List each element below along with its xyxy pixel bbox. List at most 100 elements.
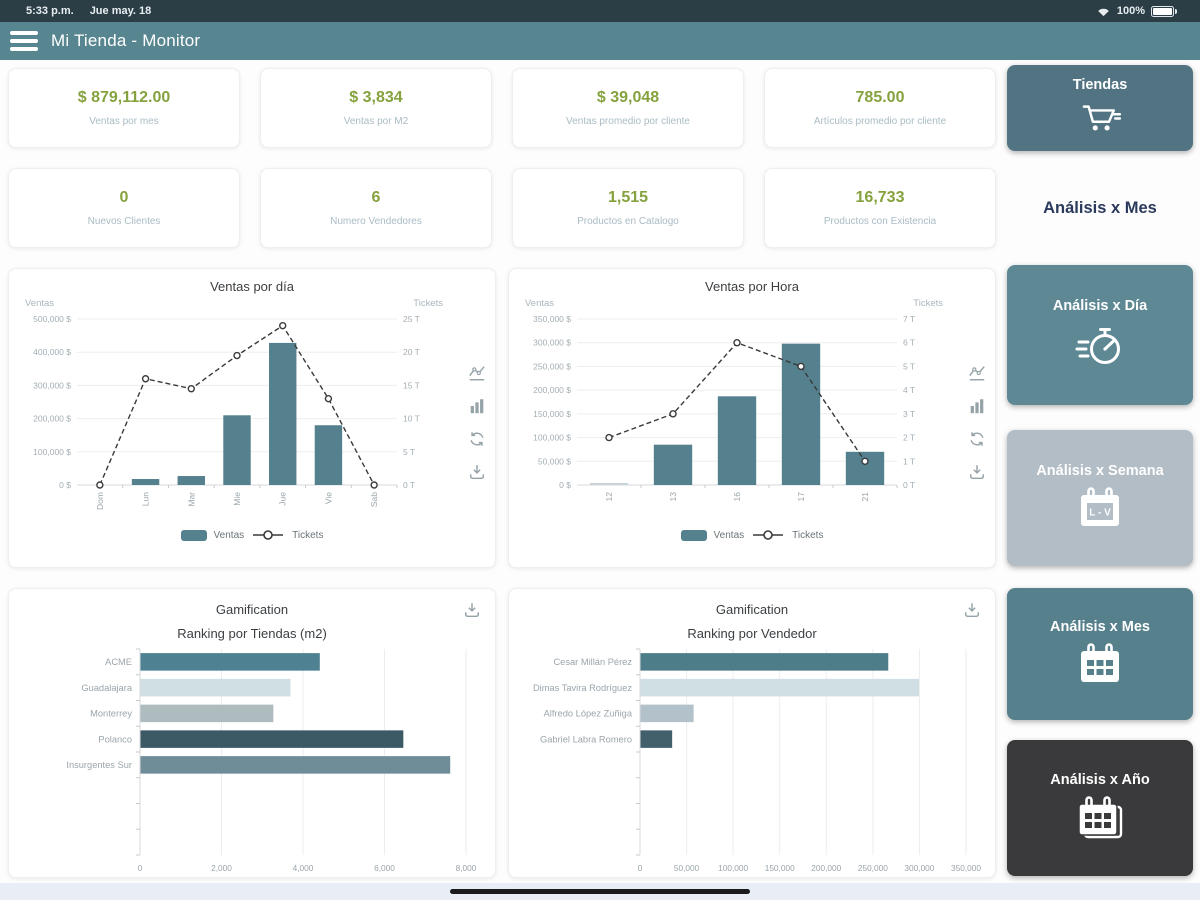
ventas-legend-label: Ventas (213, 529, 245, 541)
chart-legend[interactable]: Ventas Tickets (9, 529, 495, 541)
svg-text:50,000: 50,000 (674, 863, 700, 873)
left-axis-title: Ventas (525, 298, 555, 309)
svg-text:Mie: Mie (232, 492, 242, 506)
app-title: Mi Tienda - Monitor (51, 31, 201, 50)
svg-text:Dom: Dom (95, 492, 105, 510)
bar-chart-icon[interactable] (468, 397, 486, 415)
svg-text:Insurgentes Sur: Insurgentes Sur (66, 760, 132, 770)
sidebar: Tiendas Análisis x Mes Análisis x Día (1004, 60, 1200, 883)
kpi-card-productos-catalogo[interactable]: 1,515 Productos en Catalogo (512, 168, 744, 248)
kpi-card-ventas-promedio[interactable]: $ 39,048 Ventas promedio por cliente (512, 68, 744, 148)
chart-card-ventas-por-dia: Ventas por día Ventas Tickets 0 $ 0 T 100,… (8, 268, 496, 568)
shopping-cart-icon (1077, 100, 1123, 140)
svg-text:0: 0 (638, 863, 643, 873)
kpi-card-ventas-mes[interactable]: $ 879,112.00 Ventas por mes (8, 68, 240, 148)
download-icon[interactable] (968, 463, 986, 481)
kpi-value: 1,515 (607, 189, 649, 206)
right-axis-title: Tickets (413, 298, 443, 309)
kpi-value: 6 (371, 189, 381, 206)
kpi-card-productos-existencia[interactable]: 16,733 Productos con Existencia (764, 168, 996, 248)
svg-text:13: 13 (668, 492, 678, 502)
chart-card-ventas-por-hora: Ventas por Hora Ventas Tickets 0 $ 0 T 50,… (508, 268, 996, 568)
status-bar: 5:33 p.m. Jue may. 18 100% (0, 0, 1200, 22)
dashboard-content: $ 879,112.00 Ventas por mes $ 3,834 Vent… (0, 60, 1004, 883)
sidebar-button-analisis-dia[interactable]: Análisis x Día (1007, 265, 1193, 405)
svg-text:0 T: 0 T (403, 480, 415, 490)
svg-text:0 T: 0 T (903, 480, 915, 490)
sidebar-button-label: Análisis x Mes (1050, 618, 1150, 635)
chart-subtitle: Ranking por Vendedor (687, 626, 817, 641)
right-axis-title: Tickets (913, 298, 943, 309)
svg-text:Alfredo López Zuñiga: Alfredo López Zuñiga (544, 709, 633, 719)
svg-text:2,000: 2,000 (211, 863, 232, 873)
chart-subtitle: Ranking por Tiendas (m2) (177, 626, 327, 641)
download-icon[interactable] (963, 601, 981, 619)
kpi-card-numero-vendedores[interactable]: 6 Numero Vendedores (260, 168, 492, 248)
ranking-tiendas-chart: 0 2,000 4,000 6,000 8,000 ACME Guadalajara Mont… (66, 648, 477, 873)
svg-text:100,000 $: 100,000 $ (33, 447, 71, 457)
kpi-card-nuevos-clientes[interactable]: 0 Nuevos Clientes (8, 168, 240, 248)
kpi-value: $ 3,834 (349, 89, 403, 106)
svg-text:350,000: 350,000 (951, 863, 981, 873)
download-icon[interactable] (463, 601, 481, 619)
calendar-year-icon (1075, 795, 1125, 845)
kpi-card-ventas-m2[interactable]: $ 3,834 Ventas por M2 (260, 68, 492, 148)
svg-text:12: 12 (604, 492, 614, 502)
svg-text:5 T: 5 T (903, 361, 915, 371)
svg-text:15 T: 15 T (403, 380, 420, 390)
ranking-vendedor-chart: 0 50,000 100,000 150,000 200,000 250,000 300,0… (533, 648, 981, 873)
ventas-legend-swatch (680, 529, 707, 541)
hamburger-menu-icon[interactable] (10, 31, 38, 51)
svg-text:200,000 $: 200,000 $ (33, 414, 71, 424)
ventas-por-hora-chart: 0 $ 0 T 50,000 $ 1 T 100,000 $ 2 T 150,000 $ 3 … (533, 314, 915, 502)
sidebar-button-analisis-semana[interactable]: Análisis x Semana L - V (1007, 430, 1193, 566)
svg-text:5 T: 5 T (403, 447, 415, 457)
svg-text:0 $: 0 $ (59, 480, 71, 490)
svg-text:300,000 $: 300,000 $ (533, 338, 571, 348)
svg-text:Cesar Millán Pérez: Cesar Millán Pérez (553, 657, 632, 667)
svg-text:21: 21 (860, 492, 870, 502)
refresh-icon[interactable] (968, 430, 986, 448)
sidebar-button-analisis-ano[interactable]: Análisis x Año (1007, 740, 1193, 876)
sidebar-button-tiendas[interactable]: Tiendas (1007, 65, 1193, 151)
kpi-label: Nuevos Clientes (87, 216, 161, 227)
kpi-label: Productos en Catalogo (577, 216, 679, 227)
chart-title: Ventas por Hora (705, 279, 799, 294)
tickets-legend-marker (753, 530, 784, 540)
sidebar-button-label: Tiendas (1072, 76, 1128, 93)
battery-icon (1151, 5, 1177, 17)
sidebar-section-title: Análisis x Mes (1043, 199, 1157, 217)
wifi-icon (1098, 8, 1109, 16)
svg-text:Jue: Jue (278, 492, 288, 506)
kpi-label: Ventas por mes (89, 116, 159, 127)
tickets-legend-label: Tickets (292, 529, 324, 541)
svg-text:6 T: 6 T (903, 338, 915, 348)
svg-text:4 T: 4 T (903, 385, 915, 395)
svg-text:250,000 $: 250,000 $ (533, 361, 571, 371)
status-date: Jue may. 18 (89, 5, 152, 17)
svg-text:350,000 $: 350,000 $ (533, 314, 571, 324)
svg-text:ACME: ACME (105, 657, 132, 667)
kpi-card-articulos-promedio[interactable]: 785.00 Artículos promedio por cliente (764, 68, 996, 148)
svg-text:Dimas Tavira Rodríguez: Dimas Tavira Rodríguez (533, 683, 632, 693)
svg-text:100,000: 100,000 (718, 863, 748, 873)
download-icon[interactable] (468, 463, 486, 481)
line-chart-icon[interactable] (968, 364, 986, 382)
kpi-label: Ventas promedio por cliente (566, 116, 690, 127)
chart-legend[interactable]: Ventas Tickets (509, 529, 995, 541)
svg-text:150,000 $: 150,000 $ (533, 409, 571, 419)
sidebar-button-analisis-mes[interactable]: Análisis x Mes (1007, 588, 1193, 720)
home-indicator[interactable] (450, 889, 750, 894)
line-chart-icon[interactable] (468, 364, 486, 382)
app-header: Mi Tienda - Monitor (0, 22, 1200, 60)
chart-card-ranking-tiendas: Gamification Ranking por Tiendas (m2) 0 2… (8, 588, 496, 878)
svg-text:200,000 $: 200,000 $ (533, 385, 571, 395)
refresh-icon[interactable] (468, 430, 486, 448)
svg-text:10 T: 10 T (403, 414, 420, 424)
svg-text:17: 17 (796, 492, 806, 502)
bar-chart-icon[interactable] (968, 397, 986, 415)
svg-text:50,000 $: 50,000 $ (538, 456, 571, 466)
svg-text:Lun: Lun (141, 492, 151, 506)
ventas-legend-swatch (180, 529, 207, 541)
